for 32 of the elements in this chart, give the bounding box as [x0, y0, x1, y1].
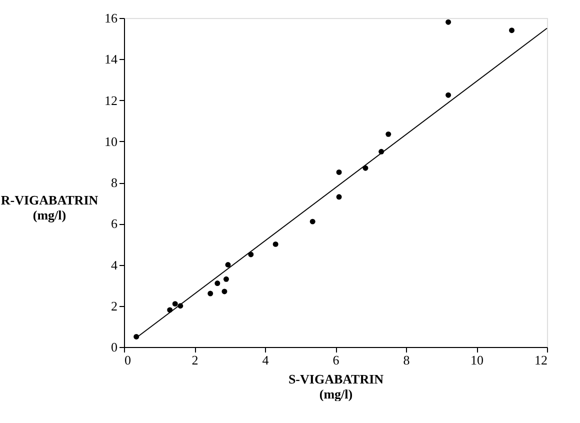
point: [336, 194, 342, 200]
y-tick-label: 14: [104, 52, 118, 67]
y-tick-label: 0: [111, 340, 118, 354]
point: [386, 131, 392, 137]
point: [446, 19, 452, 25]
point: [208, 290, 214, 296]
point: [446, 92, 452, 98]
y-tick-label: 12: [104, 92, 118, 108]
point: [214, 280, 220, 286]
x-tick-label: 10: [470, 352, 484, 368]
point: [225, 262, 231, 268]
x-tick-label: 0: [124, 352, 131, 368]
y-axis-title: R-VIGABATRIN (mg/l): [0, 192, 99, 222]
x-axis-title: S-VIGABATRIN (mg/l): [288, 372, 384, 402]
point: [223, 276, 229, 282]
x-tick-label: 2: [192, 352, 198, 368]
y-tick-label: 4: [111, 257, 118, 272]
x-tick-label: 6: [332, 352, 340, 368]
x-tick-label: 4: [262, 352, 270, 368]
y-tick-label: 10: [104, 134, 118, 149]
point: [222, 288, 228, 294]
x-tick-label: 12: [534, 352, 548, 368]
y-tick-label: 16: [104, 10, 118, 26]
y-tick-label: 6: [111, 216, 118, 232]
y-tick-label: 8: [111, 175, 118, 190]
x-tick-label: 8: [403, 352, 410, 368]
point: [310, 218, 316, 224]
point: [172, 301, 178, 307]
point: [336, 169, 342, 175]
y-tick-label: 2: [111, 298, 118, 314]
point: [509, 28, 514, 34]
point: [272, 241, 278, 247]
